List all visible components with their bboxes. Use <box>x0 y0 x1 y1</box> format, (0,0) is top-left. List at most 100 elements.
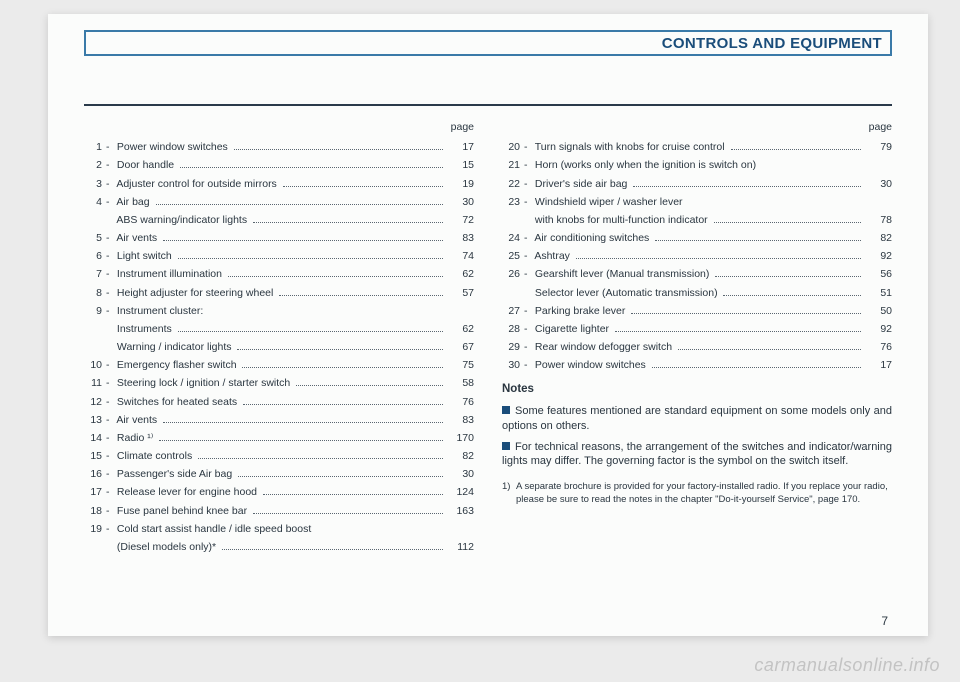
toc-number: 22 <box>502 177 524 191</box>
toc-row: 14- Radio ¹⁾ 170 <box>84 431 474 445</box>
toc-dots <box>283 186 443 187</box>
toc-number: 27 <box>502 304 524 318</box>
page-number: 7 <box>881 614 888 628</box>
toc-number: 26 <box>502 267 524 281</box>
toc-left-column: page 1- Power window switches 17 2- Door … <box>84 120 474 558</box>
footnote: 1)A separate brochure is provided for yo… <box>502 481 892 506</box>
toc-separator: - <box>106 286 114 300</box>
toc-dots <box>156 204 443 205</box>
toc-dots <box>279 295 443 296</box>
toc-dots <box>253 222 443 223</box>
toc-row: 10- Emergency flasher switch 75 <box>84 358 474 372</box>
toc-page: 57 <box>446 286 474 300</box>
toc-separator: - <box>106 231 114 245</box>
toc-number: 18 <box>84 504 106 518</box>
toc-separator: - <box>106 177 114 191</box>
toc-number: 9 <box>84 304 106 318</box>
toc-separator: - <box>106 485 114 499</box>
toc-row: 22- Driver's side air bag 30 <box>502 177 892 191</box>
toc-row: 2- Door handle 15 <box>84 158 474 172</box>
toc-label: Turn signals with knobs for cruise contr… <box>532 140 728 154</box>
toc-separator: - <box>524 158 532 172</box>
toc-page: 82 <box>864 231 892 245</box>
toc-number: 21 <box>502 158 524 172</box>
toc-row: 9- Instrument cluster: <box>84 304 474 318</box>
toc-label: Climate controls <box>114 449 195 463</box>
toc-page: 67 <box>446 340 474 354</box>
toc-dots <box>238 476 443 477</box>
toc-columns: page 1- Power window switches 17 2- Door … <box>84 120 892 558</box>
toc-dots <box>222 549 443 550</box>
toc-separator: - <box>524 195 532 209</box>
toc-number: 25 <box>502 249 524 263</box>
footnote-text: A separate brochure is provided for your… <box>516 481 892 506</box>
toc-label: Air conditioning switches <box>532 231 652 245</box>
toc-row: 13- Air vents 83 <box>84 413 474 427</box>
toc-page: 50 <box>864 304 892 318</box>
toc-number: 19 <box>84 522 106 536</box>
toc-number: 5 <box>84 231 106 245</box>
toc-dots <box>731 149 861 150</box>
toc-number: 28 <box>502 322 524 336</box>
toc-label: Fuse panel behind knee bar <box>114 504 250 518</box>
toc-page: 76 <box>446 395 474 409</box>
toc-page: 30 <box>864 177 892 191</box>
toc-row: 21- Horn (works only when the ignition i… <box>502 158 892 172</box>
toc-row: with knobs for multi-function indicator … <box>502 213 892 227</box>
square-bullet-icon <box>502 406 510 414</box>
toc-separator: - <box>106 504 114 518</box>
toc-separator: - <box>106 158 114 172</box>
toc-page: 124 <box>446 485 474 499</box>
toc-row: 1- Power window switches 17 <box>84 140 474 154</box>
page-label: page <box>502 120 892 134</box>
toc-row: 3- Adjuster control for outside mirrors … <box>84 177 474 191</box>
toc-page: 83 <box>446 231 474 245</box>
toc-row: 5- Air vents 83 <box>84 231 474 245</box>
toc-label: Windshield wiper / washer lever <box>532 195 685 209</box>
toc-page: 83 <box>446 413 474 427</box>
toc-dots <box>253 513 443 514</box>
page-label: page <box>84 120 474 134</box>
toc-dots <box>234 149 443 150</box>
toc-label: Steering lock / ignition / starter switc… <box>114 376 293 390</box>
toc-separator: - <box>524 231 532 245</box>
toc-row: 6- Light switch 74 <box>84 249 474 263</box>
toc-dots <box>243 404 443 405</box>
toc-label: Instrument cluster: <box>114 304 206 318</box>
toc-row: 16- Passenger's side Air bag 30 <box>84 467 474 481</box>
toc-number: 3 <box>84 177 106 191</box>
toc-dots <box>178 331 443 332</box>
toc-dots <box>678 349 861 350</box>
toc-label: Gearshift lever (Manual transmission) <box>532 267 712 281</box>
toc-dots <box>296 385 443 386</box>
toc-row: Warning / indicator lights 67 <box>84 340 474 354</box>
toc-page: 79 <box>864 140 892 154</box>
toc-label: Passenger's side Air bag <box>114 467 235 481</box>
toc-dots <box>715 276 861 277</box>
toc-label: Switches for heated seats <box>114 395 240 409</box>
toc-separator: - <box>106 140 114 154</box>
toc-label: Power window switches <box>532 358 649 372</box>
toc-separator: - <box>524 140 532 154</box>
square-bullet-icon <box>502 442 510 450</box>
toc-separator: - <box>106 358 114 372</box>
toc-label: Ashtray <box>532 249 573 263</box>
toc-label: Parking brake lever <box>532 304 628 318</box>
toc-number: 15 <box>84 449 106 463</box>
toc-row: 24- Air conditioning switches 82 <box>502 231 892 245</box>
toc-row: 17- Release lever for engine hood 124 <box>84 485 474 499</box>
toc-row: 18- Fuse panel behind knee bar 163 <box>84 504 474 518</box>
toc-label: Instruments <box>114 322 175 336</box>
toc-row: 25- Ashtray 92 <box>502 249 892 263</box>
toc-number: 8 <box>84 286 106 300</box>
toc-label: Air vents <box>114 231 160 245</box>
toc-separator: - <box>524 304 532 318</box>
toc-row: ABS warning/indicator lights 72 <box>84 213 474 227</box>
toc-separator: - <box>524 340 532 354</box>
toc-dots <box>615 331 861 332</box>
toc-label: Power window switches <box>114 140 231 154</box>
toc-separator: - <box>106 267 114 281</box>
toc-right-column: page 20- Turn signals with knobs for cru… <box>502 120 892 558</box>
toc-label: ABS warning/indicator lights <box>114 213 250 227</box>
toc-label: Instrument illumination <box>114 267 225 281</box>
